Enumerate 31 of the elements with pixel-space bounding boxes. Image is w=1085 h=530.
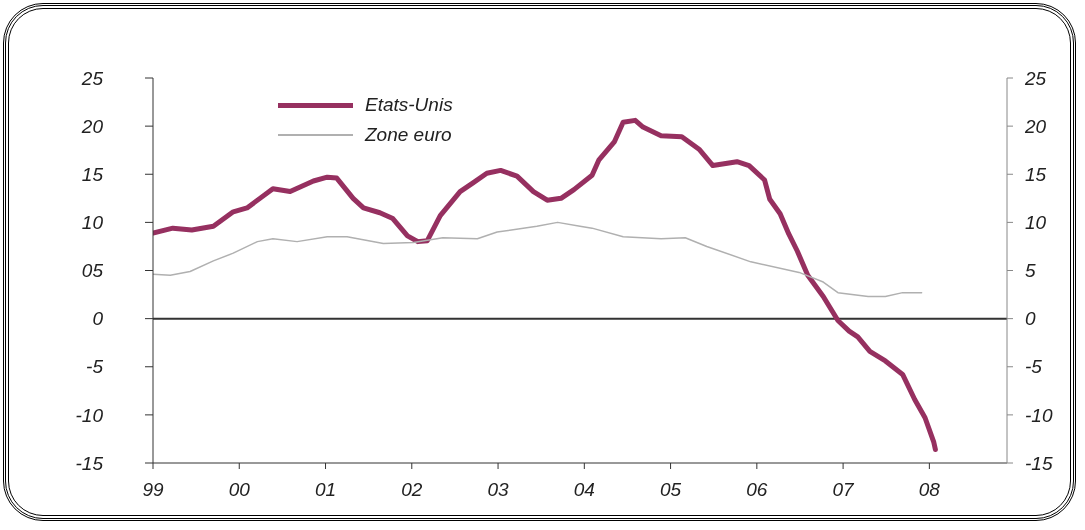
y2-tick-label: 20 xyxy=(1024,115,1047,137)
x-tick-label: 07 xyxy=(832,479,856,501)
x-tick-label: 06 xyxy=(746,479,768,501)
legend-label: Etats-Unis xyxy=(365,94,453,116)
x-tick-label: 05 xyxy=(660,479,682,501)
x-tick-label: 03 xyxy=(487,479,510,501)
x-tick-label: 01 xyxy=(314,479,337,501)
y-tick-label: 10 xyxy=(81,212,104,234)
x-tick-label: 02 xyxy=(401,479,423,501)
x-tick-label: 04 xyxy=(573,479,595,501)
y2-tick-label: -5 xyxy=(1025,356,1043,378)
y-tick-label: 25 xyxy=(80,67,104,89)
x-tick-label: 99 xyxy=(142,479,164,501)
y-tick-label: 20 xyxy=(80,115,104,137)
y2-tick-label: 5 xyxy=(1025,260,1036,282)
x-tick-label: 00 xyxy=(228,479,251,501)
y2-tick-label: 0 xyxy=(1025,308,1036,330)
y-tick-label: 0 xyxy=(92,308,104,330)
legend-label: Zone euro xyxy=(365,124,452,146)
y2-tick-label: 15 xyxy=(1025,163,1047,185)
y2-tick-label: 25 xyxy=(1024,67,1047,89)
x-tick-label: 08 xyxy=(918,479,941,501)
y2-tick-label: -15 xyxy=(1025,452,1053,474)
y-tick-label: -15 xyxy=(75,452,104,474)
y-tick-label: -5 xyxy=(86,356,104,378)
y2-tick-label: 10 xyxy=(1025,212,1047,234)
y-tick-label: -10 xyxy=(75,404,104,426)
y2-tick-label: -10 xyxy=(1025,404,1053,426)
y-tick-label: 15 xyxy=(81,163,104,185)
y-tick-label: 05 xyxy=(81,260,104,282)
line-series xyxy=(153,221,923,298)
